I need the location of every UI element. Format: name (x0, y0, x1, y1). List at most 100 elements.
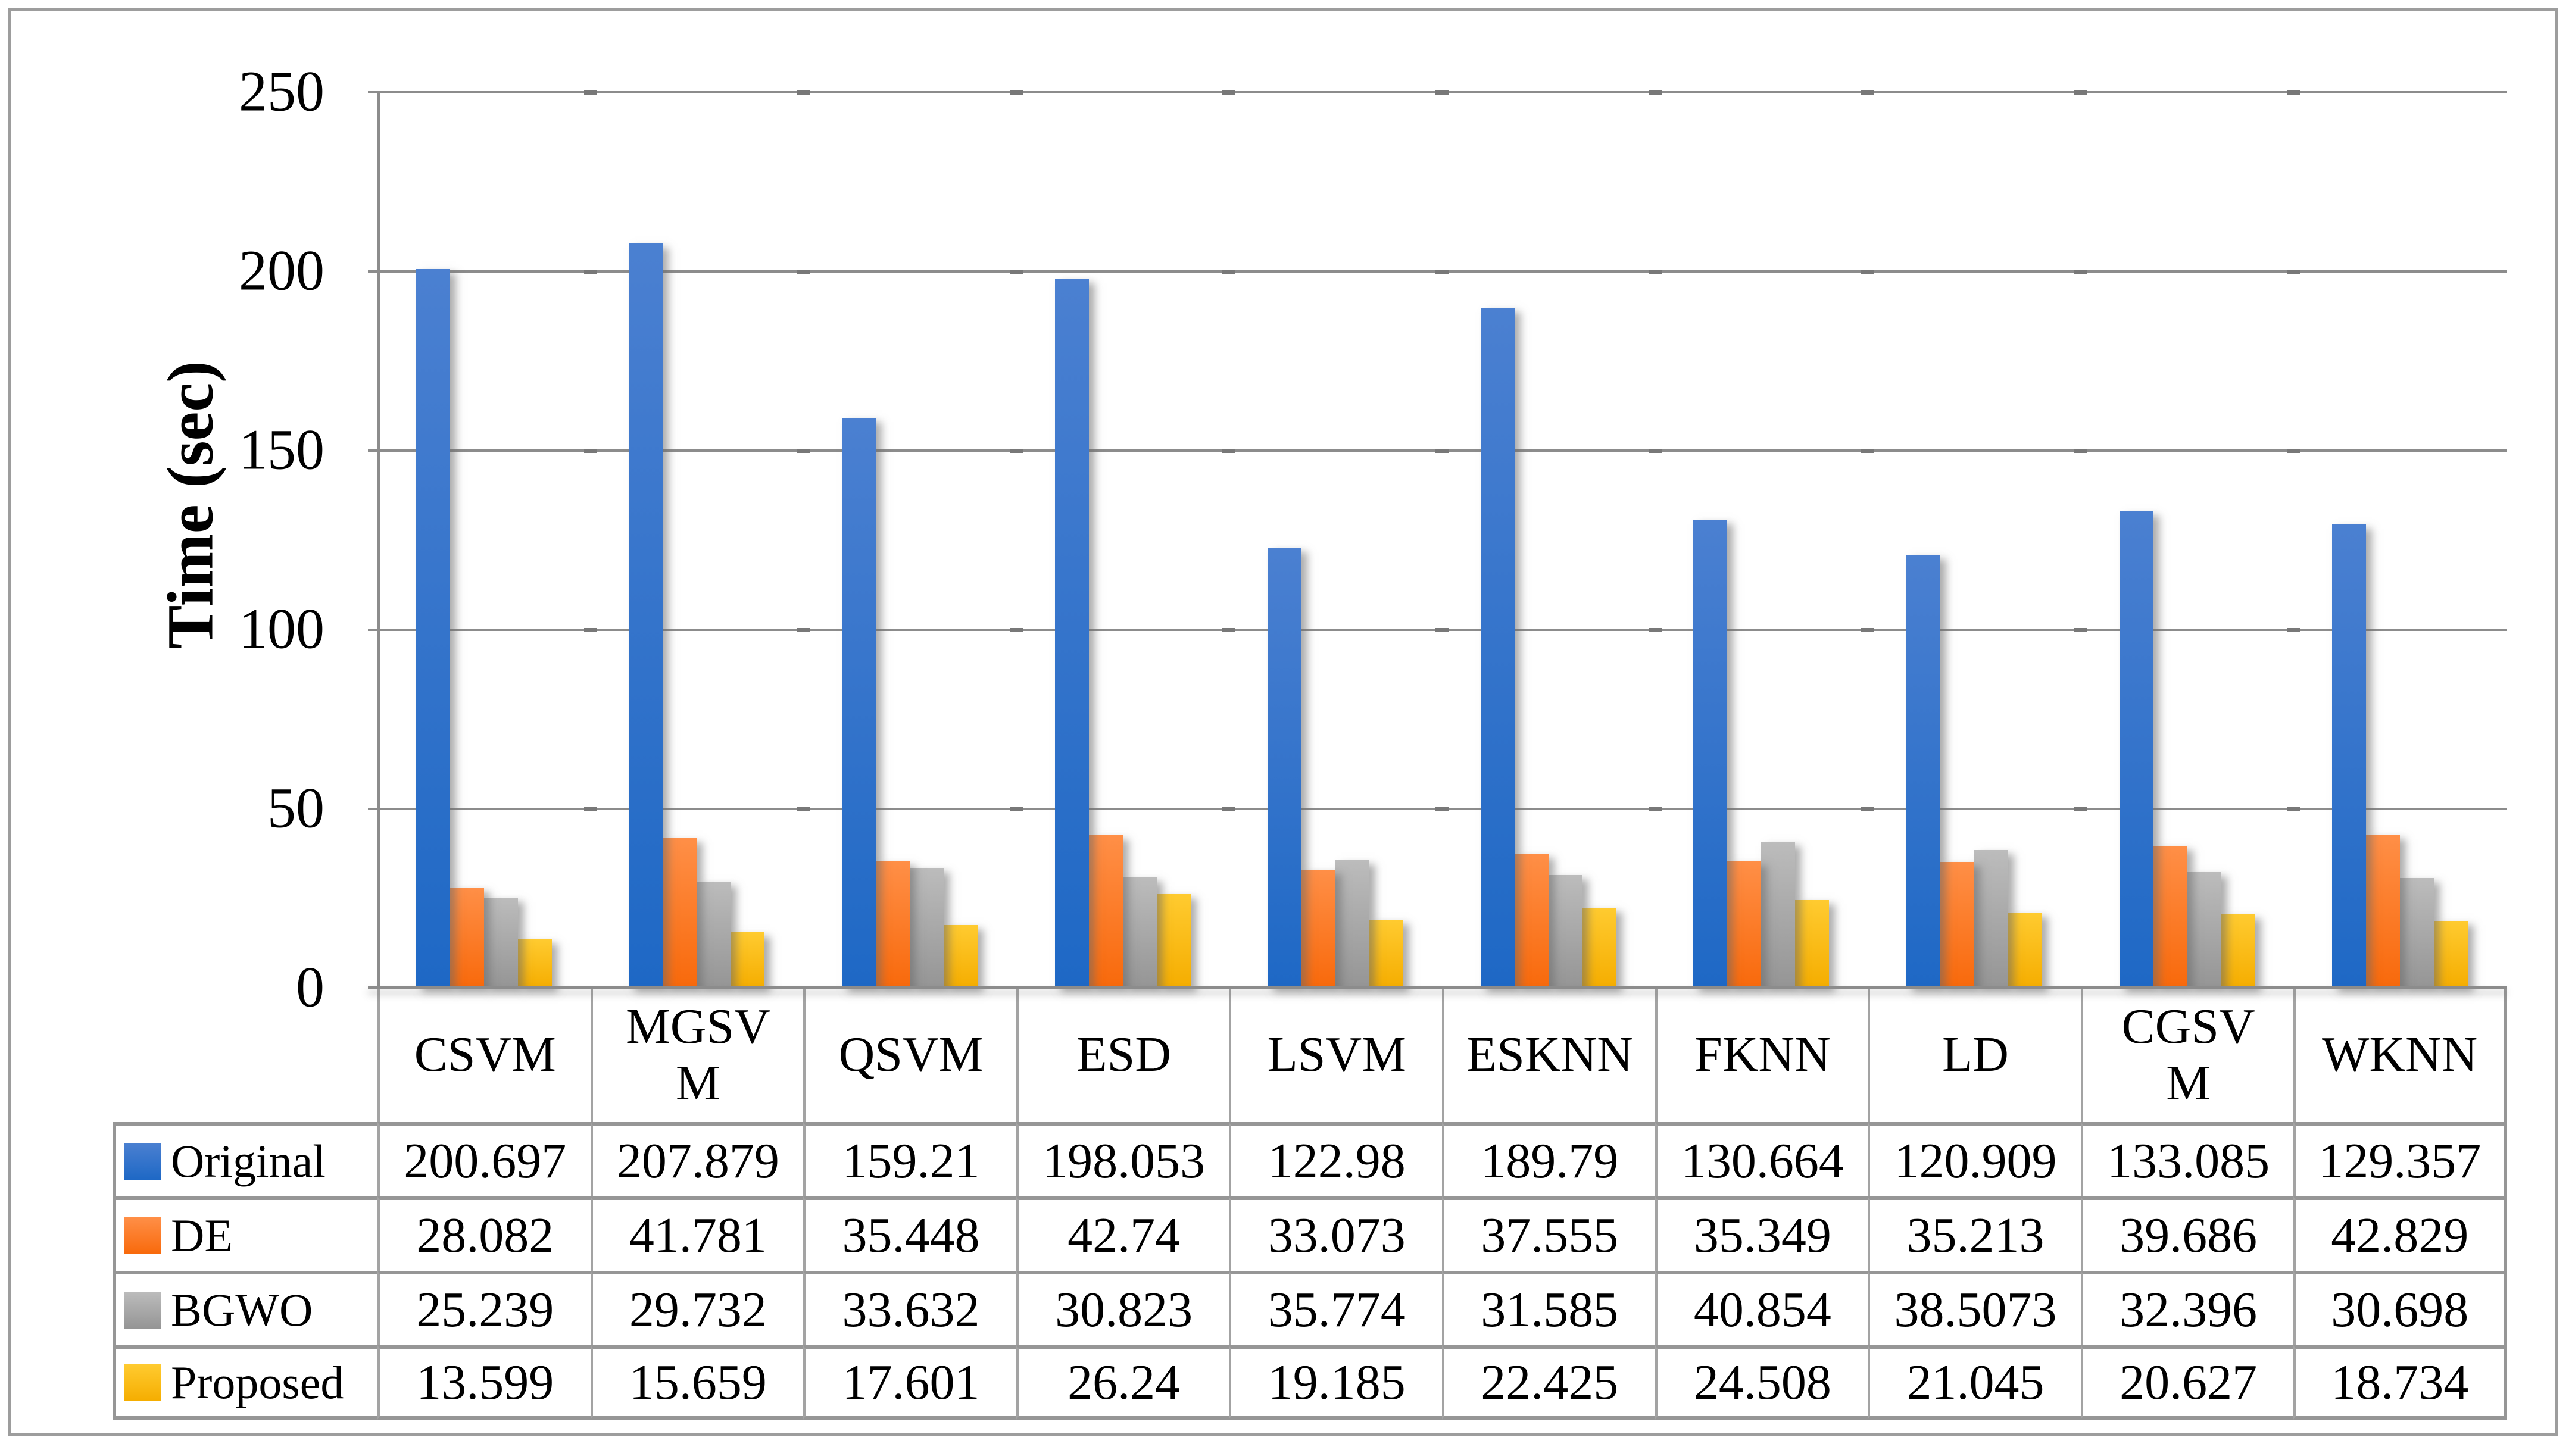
value-cell-proposed-mgsvm: 15.659 (590, 1345, 804, 1420)
value-cell-bgwo-mgsvm: 29.732 (590, 1271, 804, 1345)
gridline-minor-tick (1222, 449, 1236, 453)
bar-proposed-esd (1156, 894, 1191, 988)
gridline-minor-tick (1009, 270, 1023, 274)
gridline-minor-tick (1222, 90, 1236, 95)
bar-original-qsvm (841, 417, 876, 988)
bar-proposed-qsvm (943, 925, 978, 988)
bar-original-mgsvm (629, 243, 663, 988)
gridline-minor-tick (2074, 90, 2087, 95)
gridline-minor-tick (1648, 628, 1662, 632)
category-header-line: CSVM (414, 1027, 556, 1083)
y-tick-label-250: 250 (239, 59, 324, 123)
value-cell-bgwo-qsvm: 33.632 (803, 1271, 1016, 1345)
gridline-minor-tick (797, 90, 810, 95)
value-cell-de-esd: 42.74 (1016, 1196, 1229, 1271)
bars-layer (377, 92, 2507, 988)
bar-group-mgsvm (591, 92, 804, 988)
value-cell-de-cgsvm: 39.686 (2080, 1196, 2294, 1271)
gridline-minor-tick (1009, 807, 1023, 811)
category-header-csvm: CSVM (377, 988, 591, 1122)
bar-group-cgsvm (2081, 92, 2294, 988)
bar-de-wknn (2366, 835, 2401, 988)
gridline-minor-tick (583, 628, 597, 632)
bar-original-csvm (416, 268, 450, 988)
category-header-ld: LD (1868, 988, 2081, 1122)
value-cell-original-cgsvm: 133.085 (2080, 1122, 2294, 1196)
y-axis-line (377, 92, 380, 988)
gridline-minor-tick (583, 270, 597, 274)
bar-de-esd (1088, 835, 1123, 988)
value-cell-bgwo-wknn: 30.698 (2293, 1271, 2507, 1345)
value-cell-de-esknn: 37.555 (1442, 1196, 1655, 1271)
bar-bgwo-cgsvm (2187, 871, 2221, 988)
bar-group-qsvm (803, 92, 1016, 988)
gridline-minor-tick (1648, 90, 1662, 95)
value-cell-proposed-lsvm: 19.185 (1229, 1345, 1442, 1420)
legend-row-header-de: DE (113, 1196, 377, 1271)
category-header-fknn: FKNN (1655, 988, 1868, 1122)
gridline-minor-tick (2287, 270, 2301, 274)
category-header-line: QSVM (838, 1027, 984, 1083)
gridline-200 (368, 270, 2507, 274)
bar-de-esknn (1514, 853, 1549, 988)
gridline-minor-tick (1648, 270, 1662, 274)
category-header-line: ESD (1076, 1027, 1171, 1083)
gridline-minor-tick (2287, 628, 2301, 632)
bar-original-esknn (1480, 308, 1515, 988)
value-cell-original-wknn: 129.357 (2293, 1122, 2507, 1196)
bar-de-lsvm (1301, 869, 1336, 988)
bar-group-wknn (2293, 92, 2507, 988)
gridline-minor-tick (2287, 90, 2301, 95)
bar-group-csvm (377, 92, 591, 988)
value-cell-original-esd: 198.053 (1016, 1122, 1229, 1196)
bar-proposed-ld (2008, 913, 2042, 988)
gridline-minor-tick (797, 628, 810, 632)
series-label-original: Original (171, 1135, 326, 1187)
gridline-50 (368, 807, 2507, 811)
y-tick-label-150: 150 (239, 417, 324, 482)
bar-proposed-csvm (517, 939, 552, 988)
bar-bgwo-ld (1974, 850, 2008, 988)
value-cell-de-wknn: 42.829 (2293, 1196, 2507, 1271)
value-cell-bgwo-lsvm: 35.774 (1229, 1271, 1442, 1345)
bar-de-csvm (450, 887, 484, 988)
gridline-minor-tick (1435, 628, 1449, 632)
gridline-150 (368, 449, 2507, 453)
value-cell-proposed-ld: 21.045 (1868, 1345, 2081, 1420)
value-cell-bgwo-cgsvm: 32.396 (2080, 1271, 2294, 1345)
category-header-line: MGSV (626, 999, 770, 1055)
bar-bgwo-qsvm (909, 867, 944, 988)
value-cell-de-csvm: 28.082 (377, 1196, 591, 1271)
bar-bgwo-fknn (1761, 842, 1796, 988)
gridline-minor-tick (1861, 628, 1875, 632)
series-label-de: DE (171, 1209, 233, 1261)
gridline-minor-tick (1435, 90, 1449, 95)
bar-proposed-fknn (1795, 900, 1830, 988)
gridline-minor-tick (1009, 628, 1023, 632)
gridline-minor-tick (1009, 449, 1023, 453)
gridline-minor-tick (1648, 807, 1662, 811)
value-cell-bgwo-fknn: 40.854 (1655, 1271, 1868, 1345)
gridline-minor-tick (797, 270, 810, 274)
bar-de-qsvm (875, 861, 910, 988)
gridline-minor-tick (2287, 449, 2301, 453)
y-tick-label-50: 50 (267, 776, 324, 840)
category-header-cgsvm: CGSV M (2080, 988, 2294, 1122)
category-header-line: ESKNN (1466, 1027, 1633, 1083)
value-cell-bgwo-esd: 30.823 (1016, 1271, 1229, 1345)
bar-group-lsvm (1229, 92, 1442, 988)
y-tick-label-0: 0 (296, 955, 324, 1019)
category-header-wknn: WKNN (2293, 988, 2507, 1122)
category-header-line: LSVM (1267, 1027, 1406, 1083)
value-cell-de-mgsvm: 41.781 (590, 1196, 804, 1271)
value-cell-original-csvm: 200.697 (377, 1122, 591, 1196)
gridline-minor-tick (583, 807, 597, 811)
bar-original-cgsvm (2119, 511, 2153, 988)
legend-swatch-bgwo (124, 1291, 161, 1329)
bar-group-esknn (1442, 92, 1655, 988)
bar-proposed-wknn (2434, 921, 2468, 988)
bar-de-fknn (1727, 861, 1762, 988)
bar-bgwo-esknn (1548, 874, 1582, 988)
gridline-minor-tick (1222, 628, 1236, 632)
